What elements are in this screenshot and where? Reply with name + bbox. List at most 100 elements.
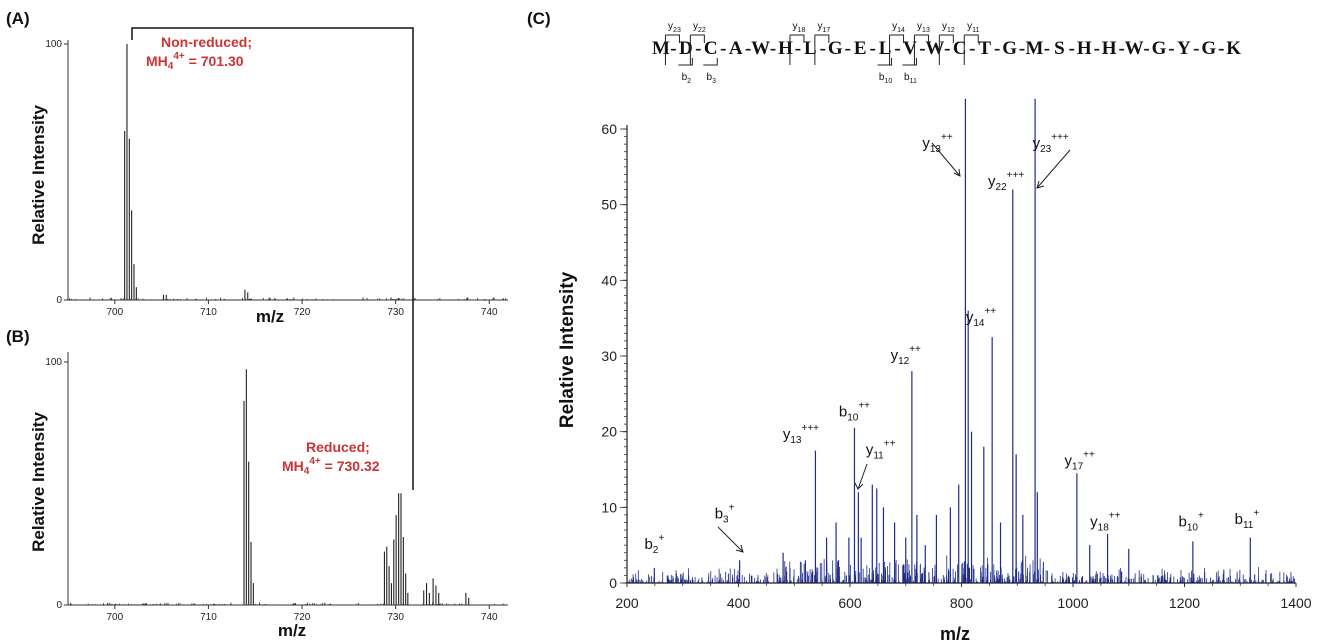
spectrum-panel-a: 700 710 720 730 740 0 100 m/z Relative Intensi… xyxy=(29,34,508,326)
ion-label: b3+ xyxy=(715,503,735,526)
ion-label: y13+++ xyxy=(783,423,819,446)
sequence-residue: C xyxy=(953,38,967,59)
y-fragment-marker xyxy=(938,34,954,65)
y-fragment-label: y13 xyxy=(917,21,930,34)
sequence-residue: V xyxy=(903,38,917,59)
x-tick-label: 1200 xyxy=(1169,595,1200,611)
b-fragment-label: b2 xyxy=(682,72,692,85)
ion-label: b10++ xyxy=(839,401,870,424)
panel-a-ylabel: Relative Intensity xyxy=(29,105,48,245)
panel-b-ylabel: Relative Intensity xyxy=(29,412,48,552)
sequence-residue: G xyxy=(1152,38,1167,59)
y-fragment-label: y12 xyxy=(942,21,955,34)
y-fragment-label: y17 xyxy=(817,21,830,34)
y-tick-label: 0 xyxy=(56,295,62,306)
x-tick-label: 710 xyxy=(200,307,217,318)
sequence-residue: W xyxy=(751,38,770,59)
sequence-dash: - xyxy=(1193,38,1199,59)
b-fragment-marker xyxy=(678,58,693,66)
sequence-dash: - xyxy=(919,38,925,59)
ion-arrows xyxy=(717,142,1071,553)
panel-c-ticks: 200 400 600 800 1000 1200 1400 0 10 20 30 40 50 60 xyxy=(601,121,1311,611)
ion-label: b10+ xyxy=(1179,510,1204,533)
y-fragment-marker xyxy=(963,34,979,65)
x-tick-label: 600 xyxy=(838,595,862,611)
x-tick-label: 710 xyxy=(200,612,217,623)
sequence-dash: - xyxy=(720,38,726,59)
panel-c-ion-labels: b2+ b3+ y13+++ b10++ y11++ y12++ y13++ y14++ y22… xyxy=(644,132,1259,556)
sequence-dash: - xyxy=(795,38,801,59)
b-fragment-marker xyxy=(902,58,917,66)
sequence-dash: - xyxy=(1168,38,1174,59)
sequence-residue: W xyxy=(1125,38,1144,59)
arrow-y11 xyxy=(854,463,868,490)
sequence-dash: - xyxy=(1019,38,1025,59)
mass-shift-bracket xyxy=(131,27,414,490)
y-fragment-marker xyxy=(789,34,805,65)
y-tick-label: 100 xyxy=(45,357,62,368)
sequence-residue: G xyxy=(828,38,843,59)
sequence-residue: H xyxy=(1102,38,1117,59)
y-tick-label: 10 xyxy=(601,499,617,515)
y-fragment-label: y23 xyxy=(668,21,681,34)
y-tick-label: 100 xyxy=(45,39,62,50)
sequence-dash: - xyxy=(944,38,950,59)
spectrum-panel-c: b2+ b3+ y13+++ b10++ y11++ y12++ y13++ y14++ y22… xyxy=(557,98,1312,640)
panel-c-xlabel: m/z xyxy=(940,624,970,640)
y-fragment-label: y11 xyxy=(967,21,979,34)
panel-b-xlabel: m/z xyxy=(278,621,306,640)
sequence-dash: - xyxy=(820,38,826,59)
sequence-dash: - xyxy=(695,38,701,59)
panel-label-c: (C) xyxy=(527,9,551,28)
y-tick-label: 50 xyxy=(601,197,617,213)
sequence-dash: - xyxy=(1044,38,1050,59)
y-fragment-marker xyxy=(664,34,680,65)
arrow-b3 xyxy=(717,526,744,553)
sequence-dash: - xyxy=(994,38,1000,59)
sequence-residue: G xyxy=(1201,38,1216,59)
ion-label: y11++ xyxy=(866,438,896,461)
sequence-residue: K xyxy=(1226,38,1241,59)
sequence-dash: - xyxy=(1218,38,1224,59)
y-fragment-marker xyxy=(689,34,705,65)
x-tick-label: 800 xyxy=(950,595,974,611)
b-fragment-label: b10 xyxy=(879,72,892,85)
reduced-line2: MH44+ = 730.32 xyxy=(282,456,380,477)
non-reduced-line2: MH44+ = 701.30 xyxy=(146,51,244,72)
x-tick-label: 740 xyxy=(481,307,498,318)
sequence-residue: C xyxy=(704,38,718,59)
b-fragment-marker xyxy=(877,58,893,66)
panel-label-a: (A) xyxy=(6,9,30,28)
y-fragment-label: y18 xyxy=(793,21,806,34)
arrow-y23-ppp xyxy=(1036,149,1071,189)
sequence-residue: T xyxy=(978,38,991,59)
sequence-residue: L xyxy=(879,38,892,59)
x-tick-label: 730 xyxy=(387,612,404,623)
ion-label: y23+++ xyxy=(1033,132,1069,155)
sequence-residue: E xyxy=(854,38,867,59)
ion-label: b2+ xyxy=(644,533,664,556)
b-fragment-label: b3 xyxy=(707,72,717,85)
arrow-y13-pp xyxy=(931,142,961,177)
sequence-dash: - xyxy=(969,38,975,59)
ion-label: y18++ xyxy=(1090,510,1120,533)
y-tick-label: 20 xyxy=(601,424,617,440)
ion-label: y13++ xyxy=(922,132,952,155)
panel-b-peaks xyxy=(67,369,507,605)
panel-c-ylabel: Relative Intensity xyxy=(557,271,578,428)
y-fragment-label: y22 xyxy=(693,21,706,34)
sequence-residue: L xyxy=(804,38,817,59)
sequence-residue: M xyxy=(1026,38,1044,59)
x-tick-label: 720 xyxy=(294,612,311,623)
sequence-residue: Y xyxy=(1177,38,1191,59)
ion-label: y22+++ xyxy=(988,170,1024,193)
sequence-dash: - xyxy=(869,38,875,59)
panel-a-ticks: 700 710 720 730 740 0 100 xyxy=(45,39,498,318)
x-tick-label: 400 xyxy=(727,595,751,611)
y-fragment-marker xyxy=(889,34,905,65)
y-tick-label: 0 xyxy=(609,575,617,591)
x-tick-label: 730 xyxy=(387,307,404,318)
ion-label: y14++ xyxy=(966,306,996,329)
y-tick-label: 40 xyxy=(601,272,617,288)
